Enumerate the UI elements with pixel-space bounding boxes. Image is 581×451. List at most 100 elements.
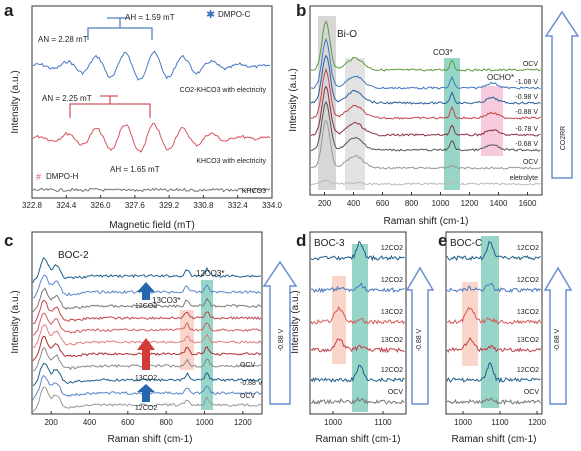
series-line [310,85,541,137]
panel-label-e: e [438,231,447,250]
side-label-e: -0.88 V [554,328,561,351]
band-12co3-e [481,236,499,408]
series-line [311,67,541,120]
x-tick-label: 1400 [490,199,508,208]
annotation-ah-c: AH = 1.59 mT [125,13,175,22]
series-line [32,256,262,283]
series-line [310,338,405,354]
series-line [310,305,406,325]
arrow-12co2-bottom [137,384,155,402]
band-label-co3: CO3* [433,48,453,57]
x-tick-label: 326.0 [91,201,112,210]
series-line [446,397,542,406]
x-tick-label: 327.6 [125,201,146,210]
band-13co3 [180,310,194,370]
ylabel-d: Intensity (a.u.) [290,290,301,353]
curve-label: 12CO2 [517,367,539,374]
curve-label: OCV [524,389,540,396]
panel-label-a: a [4,1,14,20]
x-tick-label: 1200 [234,418,252,427]
curve-label: -0.78 V [515,126,538,133]
band-12co3-d [352,244,368,412]
x-tick-label: 1000 [196,418,214,427]
x-tick-label: 200 [318,199,332,208]
hyperfine-bracket-c [87,17,153,40]
series-line [32,312,262,336]
series-line [32,362,262,386]
arrow-label-co2rr: CO2RR [560,126,567,151]
series-line [446,282,541,293]
x-tick-label: 1200 [528,418,546,427]
x-tick-label: 800 [405,199,419,208]
panel-e: 1000 1100 1200 BOC-C 12CO2 12CO2 13CO2 13CO2 1… [445,231,573,445]
curve-label: OCV [388,389,404,396]
ylabel-c: Intensity (a.u.) [10,290,21,353]
plot-frame-a [31,5,273,199]
curve-label: 13CO2 [381,309,403,316]
x-tick-label: 200 [44,418,58,427]
curve-label: 12CO2 [381,367,403,374]
curve-label-c-ocv2: OCV [240,393,256,400]
band-ocho [481,86,503,156]
xlabel-d: Raman shift (cm-1) [315,434,400,445]
annotation-an-c: AN = 2.28 mT [38,35,88,44]
series-line [310,54,541,105]
legend-star-icon: ✱ [206,9,215,21]
xlabel-c: Raman shift (cm-1) [107,434,192,445]
hyperfine-bracket-h [69,95,151,118]
panel-label-c: c [4,231,13,250]
series-line [310,100,541,152]
band-label-ocho: OCHO* [487,73,514,82]
curve-label: 13CO2 [517,337,539,344]
plot-frame-e [445,231,543,415]
curve-label: -0.98 V [515,94,538,101]
title-e: BOC-C [450,238,482,249]
x-tick-label: 1600 [519,199,537,208]
series-line [446,240,541,262]
curve-label: -0.88 V [515,109,538,116]
arrow-label-13co2: 13CO2 [135,375,157,382]
panel-b: 200 400 600 800 1000 1200 1400 1600 Bi-O CO3* O… [288,5,580,227]
arrow-co2rr [544,10,580,179]
xlabel-a: Magnetic field (mT) [109,220,195,231]
legend-dmpo-c: DMPO-C [218,10,251,19]
curve-label: -0.68 V [515,141,538,148]
curve-label-a1: CO2-KHCO3 with electricity [180,87,267,94]
x-tick-label: 400 [347,199,361,208]
series-line [32,187,271,193]
band-bio-2 [345,58,365,190]
side-label-d: -0.88 V [416,328,423,351]
arrow-12co2-top [137,282,155,300]
series-line [310,37,541,90]
x-tick-label: 600 [121,418,135,427]
series-line [32,386,262,412]
series-line [32,50,271,81]
x-tick-label: 800 [159,418,173,427]
x-tick-label: 1000 [454,418,472,427]
x-tick-label: 600 [376,199,390,208]
curve-label: OCV [523,159,539,166]
plot-frame-c [31,231,263,415]
panel-label-d: d [296,231,306,250]
title-d: BOC-3 [314,238,345,249]
series-line [446,362,541,384]
legend-dmpo-h: DMPO-H [46,172,79,181]
curve-label: eletrolyte [510,175,539,182]
panel-d: 1000 1100 BOC-3 12CO2 12CO2 13CO2 13CO2 12CO2… [290,231,435,445]
x-tick-label: 1100 [374,418,392,427]
panel-c: 200 400 600 800 1000 1200 BOC-2 13CO3* 12CO3*… [10,231,298,445]
arrow-13co2 [137,338,155,370]
annotation-ah-h: AH = 1.65 mT [110,165,160,174]
side-label-c: -0.88 V [278,328,285,351]
curve-label: 12CO2 [517,245,539,252]
x-tick-label: 332.4 [228,201,249,210]
series-line [310,119,541,170]
series-line [310,20,541,72]
curve-label: 12CO2 [381,245,403,252]
curve-label-a2: KHCO3 with electricity [196,158,266,165]
curve-label-c-088: -0.88 V [240,380,263,387]
band-13co3-e [462,282,478,366]
x-tick-label: 330.8 [193,201,214,210]
title-c: BOC-2 [58,250,89,261]
